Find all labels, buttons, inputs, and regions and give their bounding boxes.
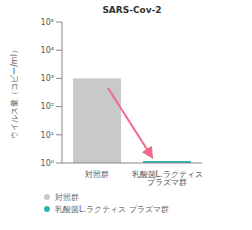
html-text:乳酸菌L.ラクティス プラズマ群: 乳酸菌L.ラクティス プラズマ群 (55, 204, 169, 214)
svg-text:10⁴: 10⁴ (41, 46, 54, 55)
html-text:SARS-Cov-2: SARS-Cov-2 (102, 5, 162, 15)
svg-text:10²: 10² (41, 102, 54, 111)
svg-text:対照群: 対照群 (85, 170, 109, 179)
svg-text:10⁵: 10⁵ (41, 18, 54, 27)
svg-text:10⁰: 10⁰ (41, 159, 54, 168)
svg-text:10¹: 10¹ (41, 131, 54, 140)
svg-text:10³: 10³ (41, 74, 54, 83)
html-text:対照群: 対照群 (55, 192, 79, 202)
svg-text:乳酸菌L.ラクティスプラズマ群: 乳酸菌L.ラクティスプラズマ群 (132, 170, 203, 187)
svg-text:ウイルス量（コピー/ml）: ウイルス量（コピー/ml） (10, 46, 19, 139)
